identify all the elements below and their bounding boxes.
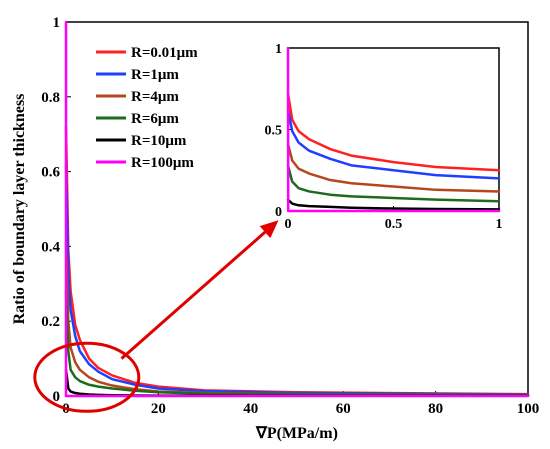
inset-y-tick-label: 0.5: [265, 124, 283, 139]
zoom-arrow-head: [259, 220, 279, 239]
inset-plot-frame: [287, 47, 500, 212]
main-y-tick-label: 1: [53, 15, 61, 31]
main-x-tick-label: 40: [243, 401, 258, 417]
inset-series-line-r-0-01-m: [286, 92, 501, 172]
main-x-tick-label: 100: [517, 401, 540, 417]
inset-series-line-r-4-m: [286, 142, 501, 193]
main-x-tick-label: 80: [428, 401, 443, 417]
inset-y-tick-label: 1: [275, 42, 282, 57]
inset-x-tick-label: 0.5: [385, 217, 403, 232]
main-y-tick-label: 0.6: [41, 165, 60, 181]
main-y-tick-label: 0.4: [41, 239, 60, 255]
inset-x-tick-label: 1: [496, 217, 503, 232]
legend-entry-label: R=0.01μm: [131, 45, 198, 61]
inset-series-line-r-10-m: [286, 198, 501, 211]
legend-entry-label: R=10μm: [131, 133, 187, 149]
main-x-tick-label: 60: [336, 401, 351, 417]
legend-entry-label: R=6μm: [131, 111, 179, 127]
inset-y-tick-label: 0: [275, 205, 282, 220]
annotations: [33, 220, 279, 413]
main-series-line-r-6-m: [64, 290, 530, 397]
main-series-line-r-100-m: [64, 20, 530, 398]
zoom-arrow-shaft: [120, 230, 267, 360]
inset-plot: 0 0.5 1 0 0.5 1: [265, 42, 503, 232]
inset-series-line-r-6-m: [286, 164, 501, 203]
legend-entry-label: R=4μm: [131, 89, 179, 105]
main-y-tick-label: 0.8: [41, 90, 60, 106]
legend: R=0.01μm R=1μm R=4μm R=6μm R=10μm R=100μm: [96, 45, 198, 171]
legend-entry-label: R=1μm: [131, 67, 179, 83]
inset-x-tick-label: 0: [285, 217, 292, 232]
y-axis-label: Ratio of boundary layer thickness: [11, 94, 28, 325]
main-y-tick-label: 0: [53, 389, 61, 405]
x-axis-label: ∇P(MPa/m): [255, 425, 338, 442]
main-y-tick-label: 0.2: [41, 314, 60, 330]
legend-entry-label: R=100μm: [131, 155, 194, 171]
highlight-ellipse: [33, 341, 141, 413]
inset-series-line-r-100-m: [286, 46, 501, 213]
inset-series-line-r-1-m: [286, 108, 501, 180]
main-x-tick-label: 20: [151, 401, 166, 417]
main-series-line-r-1-m: [64, 162, 530, 396]
